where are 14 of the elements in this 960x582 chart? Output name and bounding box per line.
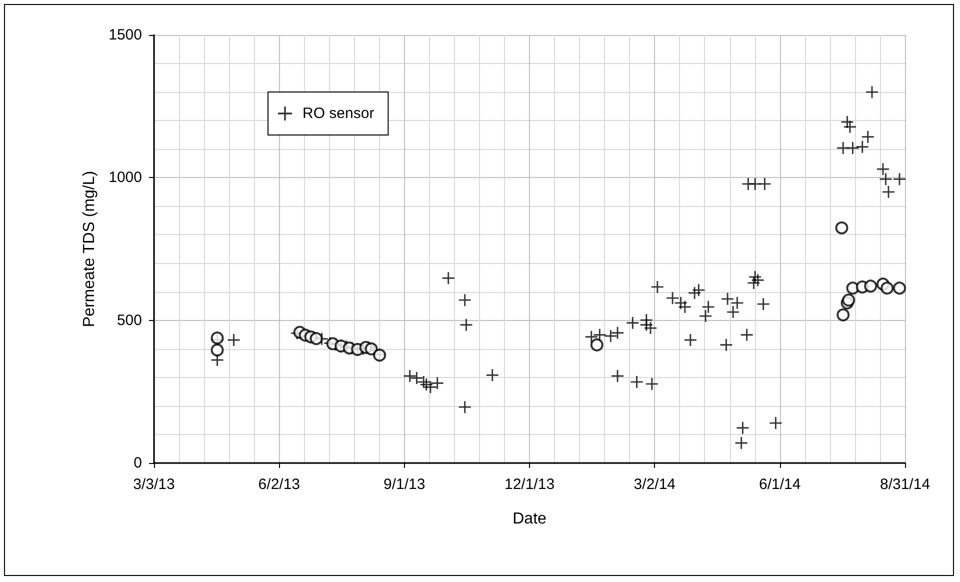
x-tick-label: 6/2/13 [258, 476, 300, 493]
y-tick-label: 500 [116, 312, 142, 329]
x-tick-label: 3/2/14 [634, 476, 676, 493]
x-tick-label: 3/3/13 [133, 476, 175, 493]
x-tick-label: 6/1/14 [758, 476, 801, 493]
y-tick-label: 0 [134, 454, 142, 472]
y-tick-label: 1500 [108, 26, 142, 44]
x-tick-label: 8/31/14 [880, 476, 930, 493]
y-tick-label: 1000 [108, 169, 142, 186]
legend-label: RO sensor [302, 105, 374, 122]
y-axis-title: Permeate TDS (mg/L) [81, 170, 98, 328]
x-tick-label: 12/1/13 [504, 476, 555, 493]
x-tick-label: 9/1/13 [383, 476, 426, 493]
x-axis-title: Date [512, 510, 546, 528]
